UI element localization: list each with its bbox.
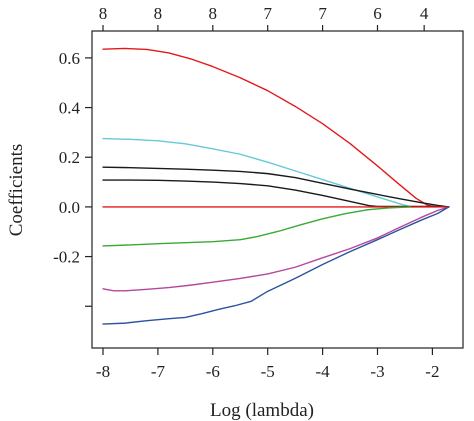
y-tick-label: 0.0 [59, 198, 80, 217]
series-line-2 [102, 137, 412, 208]
top-tick-label: 8 [154, 4, 163, 23]
series-line-7 [102, 206, 450, 292]
top-axis: 8 8 8 7 7 6 4 [99, 4, 429, 31]
top-tick-label: 7 [318, 4, 327, 23]
x-axis-title: Log (lambda) [210, 400, 314, 421]
top-tick-label: 4 [420, 4, 429, 23]
series-line-6 [102, 206, 412, 247]
top-tick-label: 6 [373, 4, 382, 23]
y-axis-title: Coefficients [6, 144, 27, 237]
y-tick-label: 0.6 [59, 49, 80, 68]
x-tick-label: -5 [261, 362, 275, 381]
y-tick-label: 0.2 [59, 148, 80, 167]
x-tick-label: -3 [370, 362, 384, 381]
x-tick-label: -8 [96, 362, 110, 381]
y-tick-label: -0.2 [53, 248, 80, 267]
top-tick-label: 8 [209, 4, 218, 23]
x-tick-label: -2 [425, 362, 439, 381]
top-tick-label: 8 [99, 4, 108, 23]
x-tick-label: -6 [206, 362, 220, 381]
x-axis: -8 -7 -6 -5 -4 -3 -2 [96, 348, 439, 381]
y-axis: 0.6 0.4 0.2 0.0 -0.2 [53, 49, 92, 307]
plot-area [102, 47, 450, 325]
plot-frame [91, 30, 464, 349]
y-tick-label: 0.4 [59, 99, 81, 118]
top-tick-label: 7 [263, 4, 272, 23]
x-tick-label: -7 [151, 362, 166, 381]
series-line-3 [102, 166, 450, 208]
series-line-8 [102, 206, 450, 325]
series-line-1 [102, 47, 436, 208]
x-tick-label: -4 [316, 362, 331, 381]
